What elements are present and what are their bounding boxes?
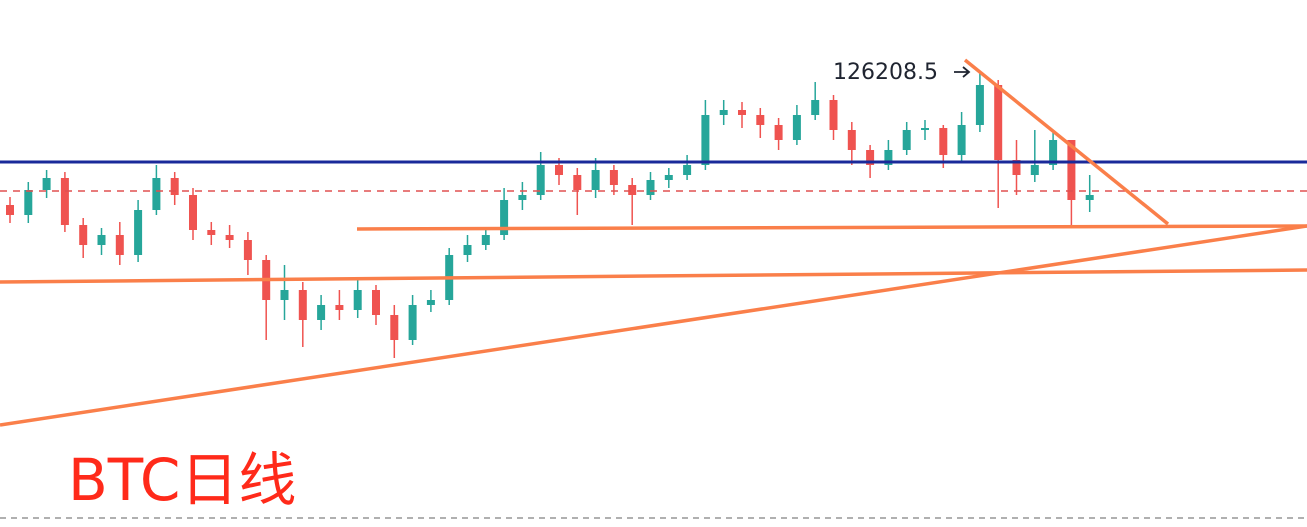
support-line bbox=[356, 224, 1307, 231]
candle-body bbox=[811, 100, 820, 115]
candle-body bbox=[847, 130, 856, 150]
candle-body bbox=[6, 205, 14, 215]
candle-body bbox=[573, 175, 582, 190]
candle-body bbox=[994, 85, 1003, 160]
candle-body bbox=[628, 185, 637, 195]
candle-body bbox=[719, 110, 728, 115]
candle-body bbox=[60, 178, 69, 225]
candle-body bbox=[555, 165, 563, 175]
candle-body bbox=[609, 170, 618, 185]
candle-body bbox=[463, 245, 472, 255]
candle-body bbox=[866, 150, 875, 165]
candle-body bbox=[683, 165, 692, 175]
trend-line bbox=[963, 58, 1170, 226]
trend-line bbox=[0, 224, 1307, 427]
candle-body bbox=[317, 305, 326, 320]
candle-body bbox=[243, 240, 252, 260]
candle-body bbox=[372, 290, 380, 315]
candle-body bbox=[207, 230, 216, 235]
candle-body bbox=[774, 125, 783, 140]
candle-body bbox=[518, 195, 527, 200]
candle-body bbox=[115, 235, 124, 255]
candle-body bbox=[902, 130, 911, 150]
candle-body bbox=[170, 178, 179, 195]
candles bbox=[6, 72, 1094, 358]
candle-body bbox=[1067, 140, 1076, 200]
candle-body bbox=[591, 170, 600, 190]
candle-body bbox=[42, 178, 51, 190]
chart-title: BTC日线 bbox=[68, 446, 296, 514]
candle-body bbox=[921, 128, 929, 130]
candle-body bbox=[481, 235, 490, 245]
candle-body bbox=[24, 190, 33, 215]
candle-body bbox=[79, 225, 88, 245]
candle-body bbox=[1049, 140, 1058, 165]
candle-body bbox=[426, 300, 435, 305]
candle-body bbox=[884, 150, 893, 165]
candle-body bbox=[975, 85, 984, 125]
candle-body bbox=[536, 165, 545, 195]
candle-body bbox=[829, 100, 838, 130]
candle-body bbox=[97, 235, 106, 245]
candle-body bbox=[500, 200, 509, 235]
candle-body bbox=[1012, 160, 1021, 175]
candle-body bbox=[738, 110, 746, 115]
candle-body bbox=[152, 178, 161, 210]
candle-body bbox=[189, 195, 197, 230]
candle-body bbox=[957, 125, 966, 155]
support-line bbox=[0, 268, 1307, 284]
annotation-arrow bbox=[954, 66, 971, 78]
candle-body bbox=[390, 315, 399, 340]
candle-body bbox=[664, 175, 673, 180]
candle-body bbox=[1085, 195, 1094, 200]
candle-body bbox=[298, 290, 307, 320]
candle-body bbox=[225, 235, 234, 240]
peak-annotation: 126208.5 bbox=[833, 60, 938, 85]
candle-body bbox=[756, 115, 765, 125]
candle-body bbox=[1030, 165, 1039, 175]
candle-body bbox=[280, 290, 289, 300]
candle-body bbox=[134, 210, 143, 255]
candle-body bbox=[408, 305, 417, 340]
candle-body bbox=[792, 115, 801, 140]
candle-body bbox=[701, 115, 710, 165]
candle-body bbox=[646, 180, 655, 195]
candle-body bbox=[335, 305, 344, 310]
candle-body bbox=[939, 128, 948, 155]
candle-body bbox=[353, 290, 362, 310]
